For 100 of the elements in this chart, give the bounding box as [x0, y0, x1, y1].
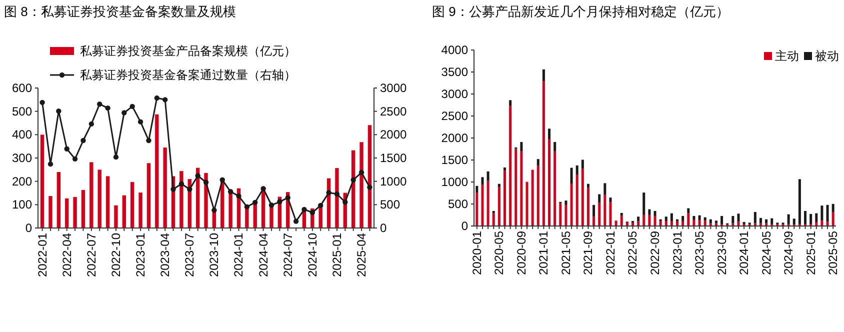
bar [48, 196, 52, 228]
bar [576, 165, 578, 174]
x-tick-label: 2023-01 [134, 232, 148, 278]
x-tick-label: 2024-10 [305, 232, 320, 278]
bar [180, 171, 184, 228]
legend-label: 主动 [775, 49, 799, 63]
bar [792, 218, 796, 225]
x-tick-label: 2022-05 [626, 230, 640, 276]
legend-label: 私募证券投资基金产品备案规模（亿元） [80, 44, 296, 58]
x-tick-label: 2024-04 [256, 232, 270, 278]
bar [576, 174, 578, 226]
bar [820, 206, 824, 221]
bar [492, 213, 495, 226]
bar [598, 202, 601, 226]
bar [40, 134, 44, 228]
x-tick-label: 2025-01 [804, 230, 818, 276]
y-tick-label: 500 [448, 197, 468, 211]
point [72, 156, 78, 162]
bar [804, 210, 807, 224]
bar [554, 142, 556, 152]
point [40, 100, 45, 106]
x-tick-label: 2022-07 [84, 232, 98, 278]
bar [642, 192, 646, 215]
y-tick-label: 300 [12, 151, 32, 165]
legend-label: 被动 [815, 49, 839, 63]
point [334, 191, 340, 197]
point [244, 204, 250, 210]
bar [664, 216, 668, 221]
bar [687, 208, 690, 214]
bar [536, 159, 540, 166]
bar [122, 195, 126, 228]
y-tick-label: 100 [12, 198, 32, 212]
bar [682, 216, 684, 221]
y2-tick-label: 3000 [380, 81, 408, 95]
point [228, 189, 234, 194]
y-tick-label: 3500 [441, 65, 468, 79]
x-tick-label: 2024-05 [759, 230, 774, 276]
x-tick-label: 2023-10 [207, 232, 222, 278]
y-tick-label: 4000 [441, 43, 468, 57]
point [310, 210, 316, 216]
x-tick-label: 2024-01 [737, 230, 752, 276]
x-tick-label: 2023-09 [714, 230, 729, 276]
y-tick-label: 400 [12, 128, 32, 142]
bar [670, 213, 673, 221]
bar [592, 204, 596, 217]
y2-tick-label: 1500 [380, 151, 408, 165]
x-tick-label: 2024-07 [280, 232, 295, 278]
bar [737, 214, 740, 222]
bar [368, 125, 372, 228]
bar [476, 186, 478, 193]
bar [536, 166, 540, 226]
bar [654, 210, 656, 216]
bar [787, 214, 790, 224]
point [122, 110, 127, 116]
bar [73, 196, 77, 228]
bar [820, 220, 824, 226]
bar [98, 170, 102, 228]
bar [692, 216, 696, 220]
bar [106, 176, 110, 228]
bar [559, 203, 562, 226]
x-tick-label: 2021-05 [558, 230, 573, 276]
bar [737, 222, 740, 226]
bar [798, 179, 801, 224]
bar [130, 182, 134, 228]
bar [609, 198, 612, 202]
bar [163, 148, 167, 228]
x-tick-label: 2024-09 [782, 230, 796, 276]
bar [570, 168, 573, 184]
bar [609, 202, 612, 226]
bar [826, 222, 829, 226]
point [105, 105, 110, 111]
point [326, 190, 332, 196]
bar [114, 205, 118, 228]
x-tick-label: 2023-05 [692, 230, 707, 276]
bar [815, 213, 818, 222]
point [252, 200, 258, 206]
y-tick-label: 0 [461, 219, 468, 233]
bar [698, 220, 701, 226]
point [367, 184, 372, 190]
bar [498, 184, 500, 188]
x-tick-label: 2023-07 [182, 232, 197, 278]
bar [592, 216, 596, 226]
y-tick-label: 2000 [441, 131, 468, 145]
bar [704, 217, 706, 221]
bar [498, 187, 500, 226]
bar [481, 177, 484, 185]
x-tick-label: 2021-01 [536, 230, 551, 276]
y-tick-label: 600 [12, 81, 32, 95]
y-tick-label: 200 [12, 174, 32, 188]
bar [520, 142, 523, 152]
bar [360, 142, 364, 228]
bar [614, 221, 618, 226]
bar [765, 219, 768, 224]
x-tick-label: 2022-04 [60, 232, 74, 278]
point [162, 97, 168, 102]
point [220, 177, 225, 182]
point [178, 181, 184, 186]
bar [492, 210, 495, 214]
x-tick-label: 2023-01 [670, 230, 684, 276]
point [293, 218, 299, 224]
